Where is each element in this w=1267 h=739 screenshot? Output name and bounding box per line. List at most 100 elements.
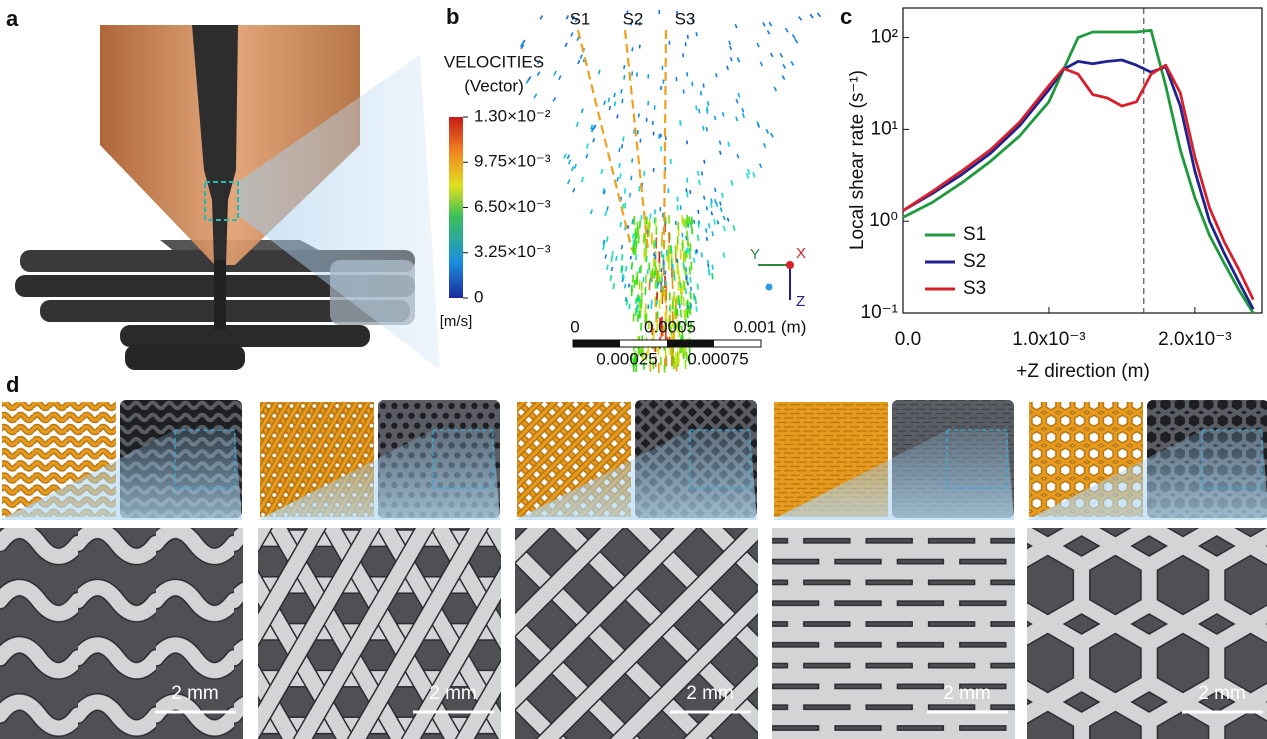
velocity-vector [768,21,773,27]
velocity-vector [726,217,730,222]
streamline [662,29,668,251]
velocity-vector [619,221,622,228]
colorbar-tick-label: 3.25×10⁻³ [474,242,551,261]
velocity-vector [631,274,635,283]
velocity-field [519,10,822,374]
velocity-vector [770,132,774,138]
velocity-vector [756,123,761,128]
velocity-vector [715,72,718,78]
velocity-vector [705,126,708,132]
velocity-vector [702,83,705,88]
panel-label: d [6,372,19,397]
scale-label: 0.00075 [687,349,748,368]
velocity-vector [692,257,696,264]
velocity-vector [689,286,693,292]
velocity-vector [691,81,694,87]
panel-label: a [6,6,19,31]
zoom-wedge [772,430,1014,520]
velocity-vector [747,168,751,175]
velocity-vector [623,202,627,209]
velocity-vector [633,279,636,288]
scale-bar-segment [667,340,714,347]
zoom-wedge [515,430,757,520]
velocity-vector [597,69,601,75]
velocity-vector [686,310,689,319]
velocity-vector [703,159,706,164]
velocity-vector [571,15,575,21]
velocity-vector [590,127,594,133]
velocity-vector [593,124,597,130]
velocity-vector [616,114,619,119]
velocity-vector [756,42,760,48]
velocity-vector [632,239,635,246]
panel-label: c [840,4,852,29]
velocity-vector [527,76,532,81]
velocity-vector [558,75,562,80]
velocity-vector [573,163,577,169]
velocity-vector [574,17,578,23]
velocity-vector [620,88,623,94]
velocity-vector [686,191,689,198]
velocity-vector [570,166,575,172]
velocity-vector [626,225,630,230]
scale-label: 0.001 (m) [734,317,807,336]
velocity-vector [565,14,570,20]
velocity-vector [718,150,722,155]
shear-rate-chart: 10⁻¹ 10⁰ 10¹ 10² 0.0 1.0x10⁻³ 2.0x10⁻³ S1 S2 S3 [861,7,1263,350]
velocity-vector [686,281,689,286]
velocity-vector [633,238,636,247]
zoom-wedge [258,430,500,520]
velocity-vector [689,276,692,283]
streamline [623,29,650,251]
velocity-vector [816,12,822,18]
velocity-vector [577,59,581,65]
velocity-vector [620,244,624,250]
velocity-vector [809,13,814,19]
velocity-vector [773,86,778,92]
x-axis-label: +Z direction (m) [1016,361,1150,382]
filament [214,260,226,330]
velocity-vector [634,307,637,316]
velocity-vector [612,283,616,290]
velocity-vector [620,144,624,149]
velocity-vector [630,284,633,293]
velocity-vector [580,176,585,183]
sem-scale-label: 2 mm [429,683,477,704]
velocity-vector [697,221,700,228]
velocity-vector [567,179,571,185]
velocity-vector [689,291,692,300]
velocity-vector [737,92,741,98]
velocity-vector [762,142,767,148]
velocity-vector [519,42,525,48]
streamline [576,29,634,251]
velocity-vector [621,98,624,104]
scale-bar [572,339,762,348]
velocity-vector [737,57,741,63]
velocity-vector [790,60,795,66]
velocity-vector [798,16,803,21]
velocity-vector [632,247,636,256]
velocity-vector [635,276,638,285]
velocity-vector [632,364,636,372]
velocity-vector [706,106,709,112]
velocity-vector [781,75,786,81]
colorbar-tick-label: 9.75×10⁻³ [474,152,551,171]
velocity-vector [782,63,787,69]
panel-label: b [446,4,459,29]
velocity-vector [689,242,692,252]
velocity-vector [610,255,614,263]
velocity-vector [734,23,738,29]
velocity-vector [758,163,763,169]
velocity-vector [719,207,723,213]
velocity-vector [625,299,629,306]
velocity-vector [635,20,638,25]
velocity-vector [687,238,690,248]
velocity-vector [627,283,631,288]
velocity-vector [635,254,638,261]
velocity-vector [603,189,606,195]
velocity-vector [553,70,557,76]
velocity-vector [688,325,691,334]
zoom-wedge [1027,430,1267,520]
velocity-vector [539,15,544,20]
velocity-vector [688,357,691,365]
